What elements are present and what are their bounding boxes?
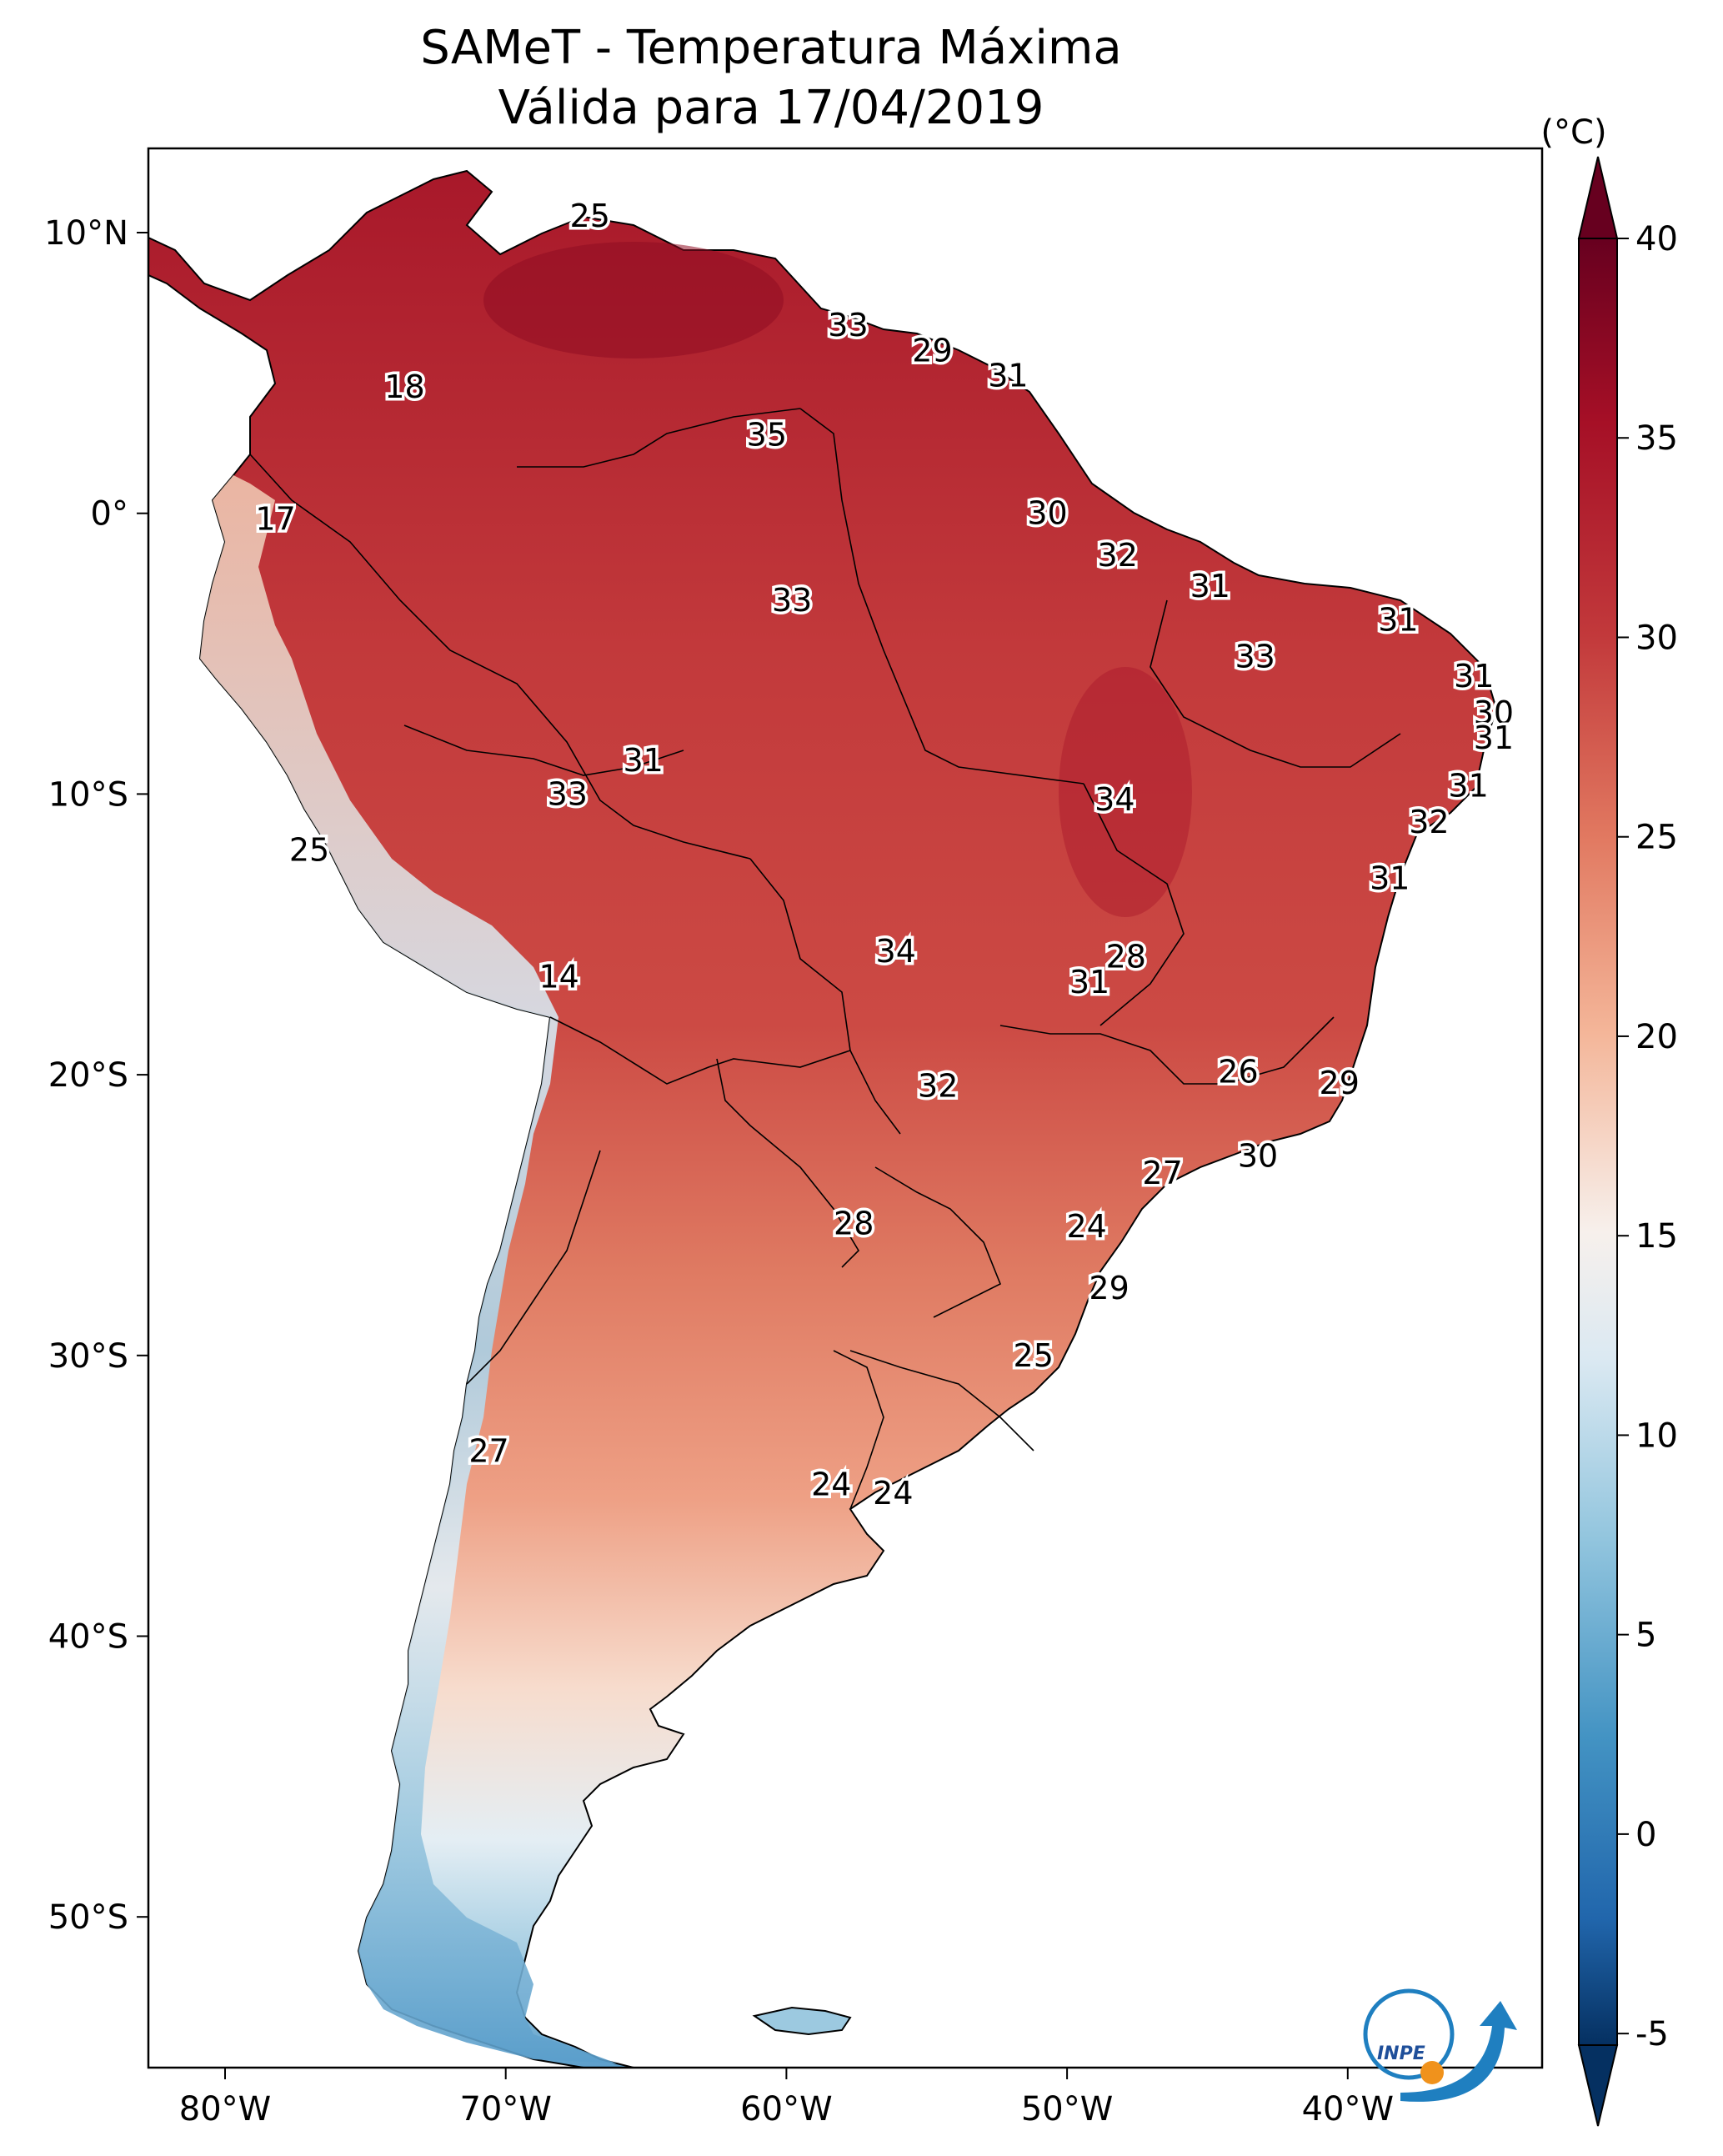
lat-tick-label: 50°S: [48, 1898, 128, 1937]
station-value-label: 33: [1235, 638, 1275, 674]
colorbar-tick-label: -5: [1635, 2015, 1669, 2053]
logo-swoosh: [1400, 2001, 1517, 2102]
station-value-label: 31: [1454, 658, 1494, 694]
station-value-label: 31: [624, 742, 664, 779]
station-value-label: 30: [1238, 1138, 1278, 1175]
andes-cool-band: [200, 475, 617, 2063]
station-value-label: 33: [828, 307, 868, 343]
title-line-2: Válida para 17/04/2019: [498, 81, 1044, 135]
inpe-logo: INPE: [1363, 1988, 1517, 2102]
logo-dot: [1420, 2061, 1444, 2084]
station-value-label: 31: [1378, 602, 1418, 639]
country-borders: [249, 408, 1401, 1510]
colorbar-tick-label: 30: [1635, 619, 1678, 657]
lon-tick-label: 40°W: [1302, 2090, 1394, 2128]
logo-text: INPE: [1377, 2043, 1425, 2064]
station-value-label: 14: [538, 958, 579, 995]
station-value-label: 28: [834, 1206, 874, 1242]
title-line-1: SAMeT - Temperatura Máxima: [420, 21, 1122, 75]
station-value-label: 24: [811, 1467, 851, 1503]
continent-layer: [148, 169, 1498, 2068]
station-value-label: 31: [1190, 568, 1230, 604]
station-value-label: 33: [548, 775, 588, 812]
station-value-label: 34: [876, 933, 916, 970]
station-value-label: 32: [1409, 804, 1449, 840]
station-value-label: 29: [912, 332, 952, 369]
lat-tick-label: 0°: [91, 495, 128, 534]
station-value-label: 25: [289, 832, 329, 869]
colorbar-ticks: 40 35 30 25 20 15 10 5 0 -5: [1617, 220, 1678, 2053]
map-title: SAMeT - Temperatura Máxima Válida para 1…: [0, 18, 1542, 138]
station-value-label: 31: [1370, 860, 1410, 896]
hot-core-brazil: [1059, 667, 1192, 917]
lat-tick-label: 30°S: [48, 1337, 128, 1376]
latitude-axis: 10°N 0° 10°S 20°S 30°S 40°S 50°S: [44, 214, 148, 1937]
station-value-label: 32: [918, 1068, 958, 1105]
colorbar-tick-label: 20: [1635, 1018, 1678, 1056]
colorbar-unit: (°C): [1540, 113, 1606, 152]
station-value-label: 25: [570, 198, 610, 234]
station-value-label: 31: [1069, 964, 1109, 1000]
longitude-axis: 80°W 70°W 60°W 50°W 40°W: [179, 2068, 1394, 2128]
station-value-label: 33: [772, 582, 812, 619]
lat-tick-label: 40°S: [48, 1618, 128, 1657]
station-value-label: 25: [1014, 1337, 1054, 1374]
station-value-label: 27: [468, 1432, 508, 1469]
south-america-landmass: [148, 169, 1498, 2068]
colorbar-body: [1578, 238, 1618, 2046]
colorbar-tick-label: 35: [1635, 419, 1678, 458]
station-value-label: 18: [384, 369, 424, 405]
station-value-label: 34: [1094, 781, 1134, 818]
station-value-label: 31: [1474, 720, 1514, 756]
station-value-label: 30: [1027, 495, 1067, 532]
lat-tick-label: 10°S: [48, 775, 128, 814]
station-value-label: 24: [1066, 1208, 1106, 1245]
lon-tick-label: 50°W: [1021, 2090, 1113, 2128]
station-value-label: 30: [1474, 694, 1514, 731]
colorbar-tick-label: 5: [1635, 1617, 1656, 1655]
colorbar-tick-label: 0: [1635, 1816, 1656, 1854]
station-value-label: 31: [1448, 767, 1488, 804]
station-value-label: 35: [747, 416, 787, 453]
map-frame: [147, 147, 1544, 2069]
station-value-label: 29: [1320, 1065, 1360, 1101]
lon-tick-label: 70°W: [459, 2090, 551, 2128]
falkland-islands: [752, 2006, 852, 2036]
colorbar-tick-label: 40: [1635, 220, 1678, 258]
lon-tick-label: 80°W: [179, 2090, 271, 2128]
station-value-label: 24: [873, 1475, 913, 1512]
colorbar: (°C) 40 35 30 25 20 15 10 5 0 -5: [1540, 113, 1678, 2127]
station-value-label: 17: [255, 500, 295, 537]
lon-tick-label: 60°W: [740, 2090, 832, 2128]
lat-tick-label: 20°S: [48, 1056, 128, 1095]
station-value-label: 28: [1106, 939, 1146, 975]
colorbar-tick-label: 15: [1635, 1217, 1678, 1256]
station-value-label: 32: [1098, 537, 1138, 574]
station-value-label: 29: [1089, 1270, 1129, 1306]
colorbar-tick-label: 25: [1635, 819, 1678, 857]
station-value-label: 31: [988, 358, 1028, 394]
logo-ring: [1363, 1988, 1455, 2080]
station-value-label: 27: [1142, 1155, 1182, 1191]
colorbar-top-arrow: [1577, 156, 1619, 239]
station-value-label: 26: [1218, 1054, 1258, 1091]
lat-tick-label: 10°N: [44, 214, 128, 253]
hot-core-north: [483, 242, 784, 358]
colorbar-bottom-arrow: [1577, 2044, 1619, 2127]
colorbar-tick-label: 10: [1635, 1416, 1678, 1455]
